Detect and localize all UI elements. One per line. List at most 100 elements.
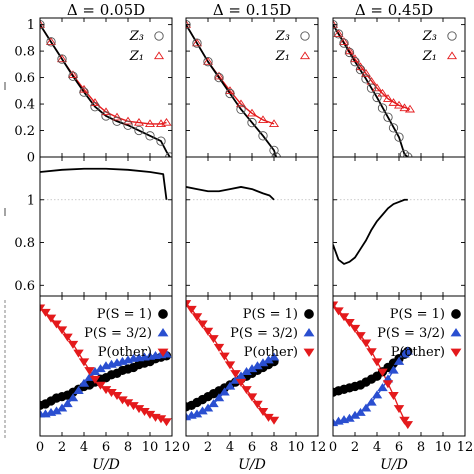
z1-marker bbox=[56, 54, 68, 63]
y-tick-label: 0 bbox=[27, 151, 35, 166]
x-tick-label: 6 bbox=[395, 440, 403, 455]
legend-marker-z1 bbox=[153, 51, 165, 60]
panel-3-2: 0 2 4 6 8 10 12 P(S = 1) P(S = 3/2) P(other) bbox=[182, 295, 327, 455]
z3-marker bbox=[123, 120, 133, 130]
panel-data bbox=[333, 19, 416, 157]
legend-marker-z1 bbox=[446, 51, 458, 60]
panel-data bbox=[40, 304, 172, 427]
x-tick-label: 4 bbox=[373, 440, 381, 455]
p-s32-marker bbox=[371, 390, 383, 399]
z1-line bbox=[333, 24, 411, 110]
z3-marker bbox=[350, 57, 360, 67]
panel-data bbox=[40, 19, 172, 157]
z3-marker bbox=[247, 117, 257, 128]
z1-marker bbox=[257, 115, 269, 124]
legend-label-z3: Z₃ bbox=[422, 29, 437, 44]
legend-label-p-s32: P(S = 3/2) bbox=[377, 326, 445, 341]
z1-marker bbox=[355, 62, 366, 71]
z3-marker bbox=[403, 152, 413, 157]
legend-bottom: P(S = 1) P(S = 3/2) P(other) bbox=[230, 307, 315, 360]
z1-marker bbox=[202, 57, 214, 65]
p-other-marker bbox=[224, 361, 236, 370]
column-titles: Δ = 0.05D Δ = 0.15D Δ = 0.45D bbox=[67, 1, 433, 19]
z1-marker bbox=[246, 108, 258, 117]
panel-data bbox=[333, 198, 408, 265]
p-s32-marker bbox=[388, 365, 399, 374]
z3-marker bbox=[399, 149, 410, 157]
legend-label-z1: Z₁ bbox=[129, 49, 144, 64]
z3-marker bbox=[145, 131, 155, 141]
panel-data bbox=[186, 19, 281, 157]
panel-1-2: Z₃ Z₁ bbox=[185, 17, 319, 158]
panel-data bbox=[186, 300, 280, 425]
p-s32-marker bbox=[56, 403, 68, 412]
legend-marker-z1 bbox=[299, 51, 311, 60]
x-tick-label: 8 bbox=[124, 440, 132, 455]
z1-marker bbox=[45, 37, 57, 45]
z1-marker bbox=[235, 99, 247, 108]
y-tick-label: 0.6 bbox=[14, 71, 35, 86]
z3-line bbox=[40, 24, 171, 157]
z3-marker bbox=[40, 19, 45, 30]
z1-marker bbox=[333, 29, 344, 37]
p-other-marker bbox=[388, 391, 399, 400]
panel-frame bbox=[39, 156, 173, 297]
z3-marker bbox=[156, 136, 166, 146]
p-s32-marker bbox=[224, 381, 236, 390]
z3-marker bbox=[134, 125, 144, 136]
z1-marker bbox=[338, 37, 350, 45]
x-tick-label: 0 bbox=[329, 440, 337, 455]
z3-marker bbox=[344, 47, 355, 58]
p-other-marker bbox=[213, 343, 225, 352]
panel-1-1: 0 0.2 0.4 0.6 0.8 1 Z₃ Z₁ bbox=[14, 17, 173, 166]
p-other-marker bbox=[40, 308, 51, 317]
p-other-marker bbox=[360, 339, 372, 348]
panel-frame bbox=[332, 156, 466, 297]
column-title-2: Δ = 0.15D bbox=[213, 1, 291, 19]
p-s32-marker bbox=[355, 407, 366, 416]
x-tick-label: 12 bbox=[310, 440, 327, 455]
z3-marker bbox=[394, 132, 404, 142]
z3-marker bbox=[225, 88, 235, 99]
panel-data bbox=[40, 167, 168, 200]
p-s32-marker bbox=[366, 397, 377, 406]
y-tick-label: 0.8 bbox=[14, 236, 35, 251]
z3-marker bbox=[203, 57, 213, 67]
z1-marker bbox=[371, 83, 383, 92]
p-other-marker bbox=[366, 348, 377, 357]
p-other-marker bbox=[377, 368, 388, 377]
z3-marker bbox=[192, 38, 202, 48]
z3-marker bbox=[333, 29, 344, 39]
z3-marker bbox=[236, 104, 246, 114]
p-other-marker bbox=[268, 416, 280, 425]
panel-1-3: Z₃ Z₁ bbox=[332, 17, 466, 158]
x-tick-label: 10 bbox=[435, 440, 452, 455]
panel-frame bbox=[185, 17, 319, 158]
panel-2-1: 0.6 0.8 1 bbox=[14, 156, 173, 297]
z1-marker bbox=[133, 117, 145, 126]
z1-marker bbox=[89, 98, 101, 106]
legend-label-z1: Z₁ bbox=[275, 49, 290, 64]
p-other-marker bbox=[333, 307, 344, 316]
p-other-marker bbox=[51, 320, 62, 329]
panel-data bbox=[186, 186, 275, 201]
z3-marker bbox=[79, 87, 89, 97]
p-other-marker bbox=[230, 370, 241, 379]
z3-marker bbox=[333, 19, 338, 30]
p-other-marker bbox=[252, 400, 263, 409]
p-s32-marker bbox=[402, 346, 414, 355]
z1-marker bbox=[377, 88, 388, 97]
legend-marker-p-s1 bbox=[158, 309, 168, 319]
p-other-marker bbox=[402, 421, 414, 430]
p-s32-marker bbox=[213, 393, 225, 402]
p-other-marker bbox=[235, 378, 247, 387]
legend-marker-p-s1 bbox=[451, 309, 461, 319]
p-s32-marker bbox=[202, 403, 214, 412]
p-other-marker bbox=[73, 349, 84, 358]
z3-marker bbox=[377, 103, 388, 113]
z3-marker bbox=[355, 64, 366, 75]
z1-marker bbox=[382, 94, 394, 102]
z1-marker bbox=[100, 107, 112, 116]
x-tick-label: 2 bbox=[351, 440, 359, 455]
z3-marker bbox=[339, 38, 349, 48]
